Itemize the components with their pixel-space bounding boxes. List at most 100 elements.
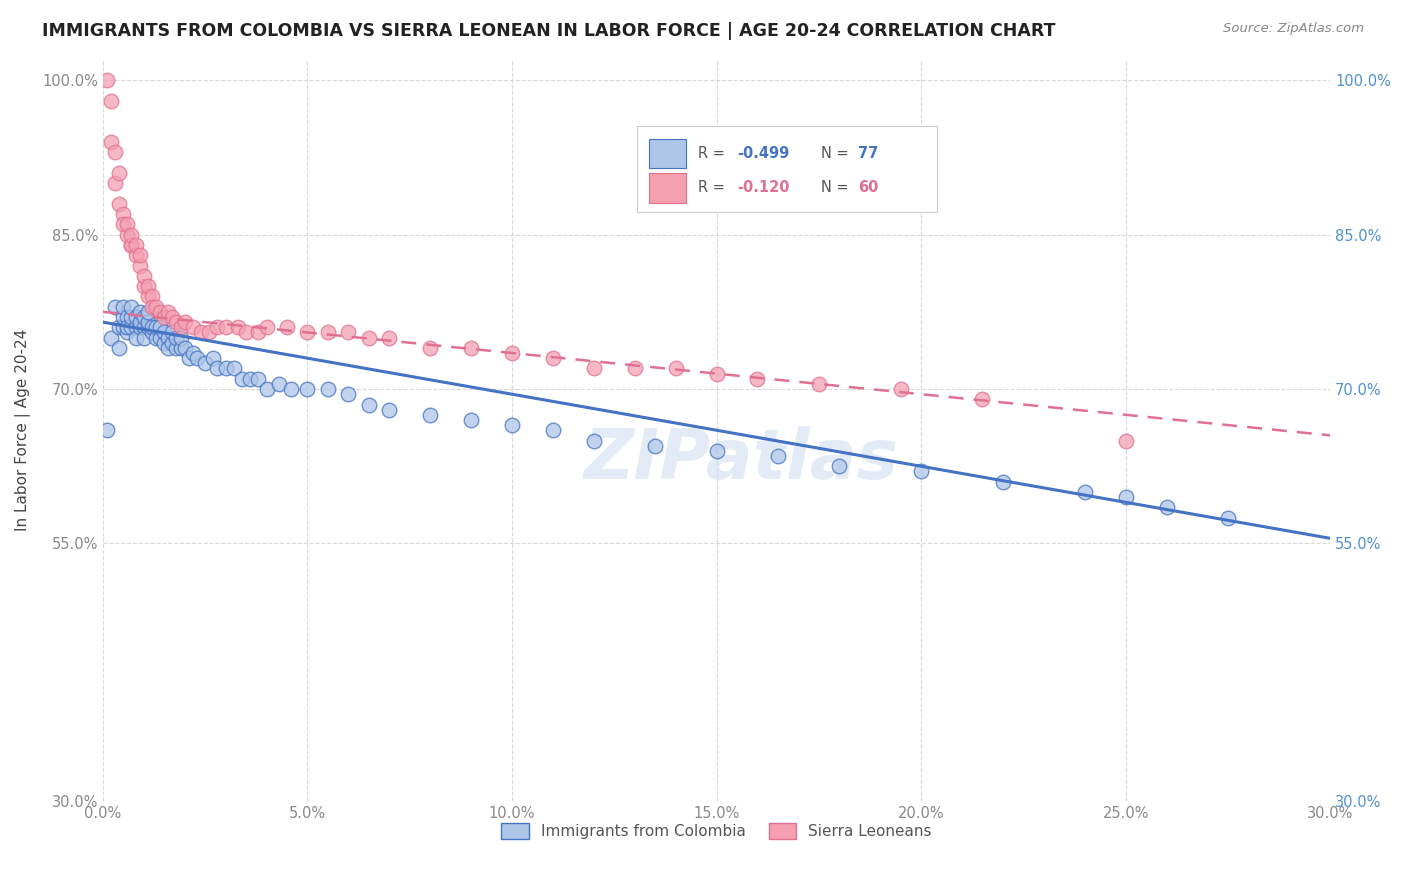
Point (202, 351, 225, 366)
Point (186, 351, 208, 366)
Point (141, 300, 163, 314)
Point (214, 361, 236, 376)
Bar (650, 173, 686, 202)
Point (132, 330, 155, 344)
Point (169, 320, 191, 334)
Point (226, 320, 249, 334)
Point (104, 176, 127, 190)
Text: N =: N = (821, 180, 853, 195)
Text: R =: R = (699, 146, 730, 161)
Point (297, 382, 319, 396)
Y-axis label: In Labor Force | Age 20-24: In Labor Force | Age 20-24 (15, 329, 31, 532)
Point (128, 305, 150, 319)
Point (149, 320, 172, 334)
Point (141, 320, 163, 334)
Point (190, 326, 212, 340)
Text: IMMIGRANTS FROM COLOMBIA VS SIERRA LEONEAN IN LABOR FORCE | AGE 20-24 CORRELATIO: IMMIGRANTS FROM COLOMBIA VS SIERRA LEONE… (42, 22, 1056, 40)
Point (247, 326, 270, 340)
Point (460, 413, 482, 427)
Point (198, 326, 221, 340)
Point (136, 279, 159, 293)
Point (153, 310, 176, 324)
Bar (650, 139, 686, 169)
Point (153, 326, 176, 340)
Point (222, 361, 245, 376)
Point (117, 227, 139, 242)
Point (623, 361, 645, 376)
Point (337, 326, 360, 340)
Point (337, 387, 360, 401)
Point (239, 372, 262, 386)
Point (96, 423, 118, 437)
Point (173, 315, 195, 329)
Point (136, 315, 159, 329)
Point (162, 326, 184, 340)
Point (121, 310, 143, 324)
Point (231, 372, 253, 386)
Point (112, 310, 135, 324)
Text: ZIPatlas: ZIPatlas (583, 426, 898, 493)
Point (124, 248, 146, 262)
Point (316, 326, 339, 340)
Point (145, 320, 167, 334)
Point (162, 310, 184, 324)
Point (136, 289, 159, 303)
Point (145, 300, 167, 314)
Point (280, 382, 302, 396)
Point (541, 423, 564, 437)
Point (173, 341, 195, 355)
Point (132, 279, 155, 293)
Point (256, 320, 278, 334)
Text: 77: 77 (858, 146, 877, 161)
Point (357, 397, 380, 411)
Point (162, 335, 184, 350)
Point (501, 418, 523, 433)
Point (132, 310, 155, 324)
Point (910, 465, 932, 479)
Text: Source: ZipAtlas.com: Source: ZipAtlas.com (1223, 22, 1364, 36)
Point (100, 94, 122, 108)
Point (828, 459, 851, 474)
Point (235, 326, 257, 340)
Point (378, 402, 401, 417)
Point (991, 475, 1014, 489)
Point (121, 238, 143, 252)
Point (112, 320, 135, 334)
Point (141, 326, 163, 340)
Point (1115, 434, 1137, 448)
Point (247, 372, 270, 386)
Point (157, 341, 180, 355)
Point (132, 268, 155, 283)
Point (207, 320, 229, 334)
Point (890, 382, 912, 396)
Point (124, 310, 146, 324)
Point (128, 315, 150, 329)
Point (194, 356, 217, 370)
Point (117, 310, 139, 324)
Point (256, 382, 278, 396)
Point (121, 227, 143, 242)
Point (181, 320, 204, 334)
Point (128, 248, 150, 262)
Point (108, 320, 131, 334)
Point (166, 315, 188, 329)
Point (153, 335, 176, 350)
Point (419, 341, 441, 355)
Point (112, 300, 135, 314)
Point (460, 341, 482, 355)
Legend: Immigrants from Colombia, Sierra Leoneans: Immigrants from Colombia, Sierra Leonean… (495, 817, 938, 845)
Point (96, 73, 118, 87)
Point (136, 320, 159, 334)
Point (121, 238, 143, 252)
Point (108, 196, 131, 211)
Point (100, 135, 122, 149)
Point (166, 341, 188, 355)
Point (276, 320, 298, 334)
Point (121, 320, 143, 334)
Point (108, 166, 131, 180)
Point (149, 330, 172, 344)
Point (378, 330, 401, 344)
Point (145, 330, 167, 344)
Point (157, 330, 180, 344)
Text: -0.499: -0.499 (737, 146, 790, 161)
